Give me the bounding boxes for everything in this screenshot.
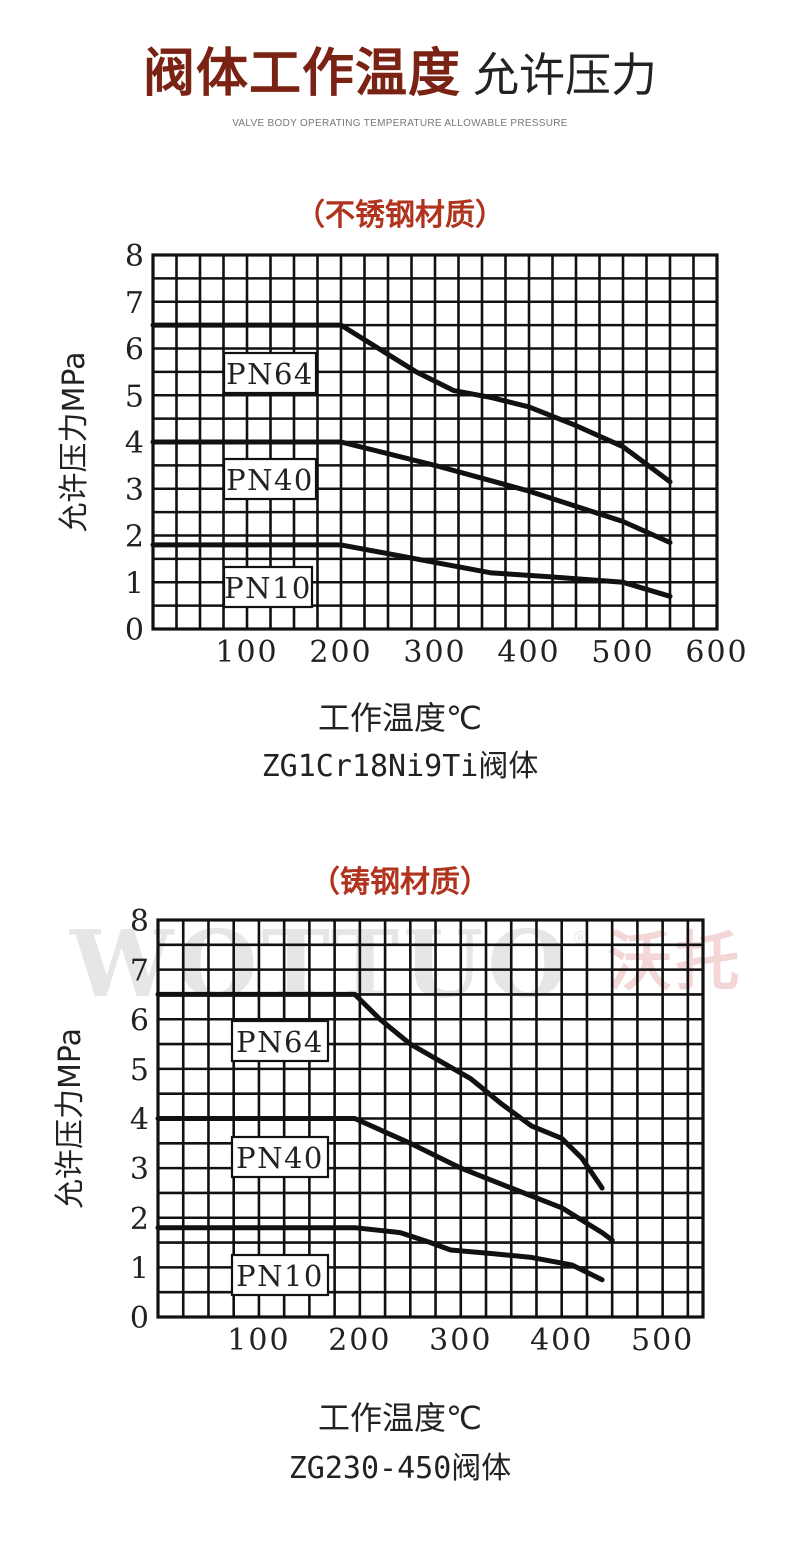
chart-1-xtick-label: 500 bbox=[591, 635, 654, 670]
chart-1-series-label-box bbox=[222, 565, 314, 609]
watermark-latin: WOTTUO bbox=[70, 910, 572, 1018]
chart-1-xtick-label: 600 bbox=[685, 635, 748, 670]
chart-1-series-label-text: PN64 bbox=[226, 357, 314, 391]
chart-1-ylabel: 允许压力MPa bbox=[57, 351, 92, 532]
title-main: 阀体工作温度 bbox=[142, 43, 461, 104]
chart-2-series-label-box bbox=[230, 1135, 330, 1179]
page-header: 阀体工作温度 允许压力 VALVE BODY OPERATING TEMPERAT… bbox=[0, 48, 800, 130]
chart-1-ytick-label: 2 bbox=[125, 520, 144, 555]
chart-2-ylabel: 允许压力MPa bbox=[53, 1028, 88, 1209]
chart-2-series-pn40-line bbox=[155, 1116, 615, 1243]
chart-1-ytick-label: 4 bbox=[125, 426, 144, 461]
chart-2-series-label-text: PN10 bbox=[236, 1259, 324, 1293]
chart-1-series-label-box bbox=[222, 351, 318, 395]
chart-1-xtick-label: 200 bbox=[309, 635, 372, 670]
chart-1-series-label-pn64: PN64 bbox=[222, 351, 318, 395]
chart-1-ytick-label: 1 bbox=[125, 566, 144, 601]
chart-2-series-label-pn10: PN10 bbox=[230, 1253, 330, 1297]
chart-2-series-label-box bbox=[230, 1253, 330, 1297]
chart-1-ytick-label: 5 bbox=[125, 379, 144, 414]
chart-2-caption: ZG230-450阀体 bbox=[288, 1451, 512, 1486]
chart-1-xtick-label: 300 bbox=[403, 635, 466, 670]
chart-2-ytick-label: 8 bbox=[130, 905, 149, 939]
chart-2-xtick-label: 200 bbox=[328, 1323, 391, 1358]
chart-2-series-label-text: PN64 bbox=[236, 1025, 324, 1059]
chart-1-ytick-label: 0 bbox=[125, 613, 144, 648]
chart-1-series-pn64-line bbox=[150, 322, 673, 485]
chart-1-ytick-label: 3 bbox=[125, 473, 144, 508]
chart-1-xlabel: 工作温度℃ bbox=[318, 699, 482, 737]
chart-1-series-label-text: PN10 bbox=[224, 571, 312, 605]
chart-1-series-pn10-line bbox=[150, 542, 673, 599]
chart-1-series-label-box bbox=[222, 457, 318, 501]
watermark-cn: 沃托 bbox=[607, 926, 744, 1000]
chart-2-xtick-label: 400 bbox=[530, 1323, 593, 1358]
chart-2-series-label-pn40: PN40 bbox=[230, 1135, 330, 1179]
chart-1-caption: ZG1Cr18Ni9Ti阀体 bbox=[261, 749, 539, 784]
chart-1-material-label: （不锈钢材质） bbox=[295, 198, 505, 233]
chart-2-xtick-label: 300 bbox=[429, 1323, 492, 1358]
chart-1-xtick-label: 100 bbox=[215, 635, 278, 670]
chart-1-series-label-pn10: PN10 bbox=[222, 565, 314, 609]
chart-2-ytick-label: 4 bbox=[130, 1103, 149, 1138]
chart-2-ytick-label: 6 bbox=[130, 1003, 149, 1038]
chart-2-ytick-label: 0 bbox=[130, 1301, 149, 1336]
title-sub: 允许压力 bbox=[473, 48, 657, 102]
chart-1-ytick-label: 8 bbox=[125, 240, 144, 274]
chart-1-series-label-text: PN40 bbox=[226, 463, 314, 497]
chart-1-ytick-label: 7 bbox=[125, 286, 144, 321]
page-title: 阀体工作温度 允许压力 bbox=[0, 48, 800, 100]
chart-2-series-pn64-line bbox=[155, 991, 605, 1191]
chart-2-xlabel: 工作温度℃ bbox=[318, 1399, 482, 1437]
chart-2-material-label: （铸钢材质） bbox=[310, 865, 490, 900]
chart-2-ytick-label: 2 bbox=[130, 1202, 149, 1237]
chart-1-xtick-label: 400 bbox=[497, 635, 560, 670]
chart-1-series-label-pn40: PN40 bbox=[222, 457, 318, 501]
chart-2-xtick-label: 500 bbox=[631, 1323, 694, 1358]
chart-2-ytick-label: 3 bbox=[130, 1152, 149, 1187]
chart-2-ytick-label: 1 bbox=[130, 1251, 149, 1286]
chart-1-stainless: 0 1 2 3 4 5 6 7 8 100 200 300 400 500 600 允许压力MPa PN64 PN… bbox=[57, 240, 748, 670]
chart-2-xtick-label: 100 bbox=[227, 1323, 290, 1358]
chart-2-series-label-box bbox=[230, 1019, 330, 1063]
chart-2-ytick-label: 7 bbox=[130, 954, 149, 989]
chart-2-series-label-pn64: PN64 bbox=[230, 1019, 330, 1063]
chart-1-series-pn40-line bbox=[150, 439, 673, 545]
chart-2-cast-steel: 0 1 2 3 4 5 6 7 8 100 200 300 400 500 允许压力MPa PN64 PN40 P… bbox=[53, 905, 705, 1358]
chart-1-ytick-label: 6 bbox=[125, 333, 144, 368]
page-subtitle: VALVE BODY OPERATING TEMPERATURE ALLOWAB… bbox=[232, 118, 568, 129]
brand-watermark: WOTTUO® 沃托 bbox=[70, 910, 743, 1018]
chart-2-ytick-label: 5 bbox=[130, 1053, 149, 1088]
chart-2-series-label-text: PN40 bbox=[236, 1141, 324, 1175]
chart-2-series-pn10-line bbox=[155, 1225, 605, 1283]
